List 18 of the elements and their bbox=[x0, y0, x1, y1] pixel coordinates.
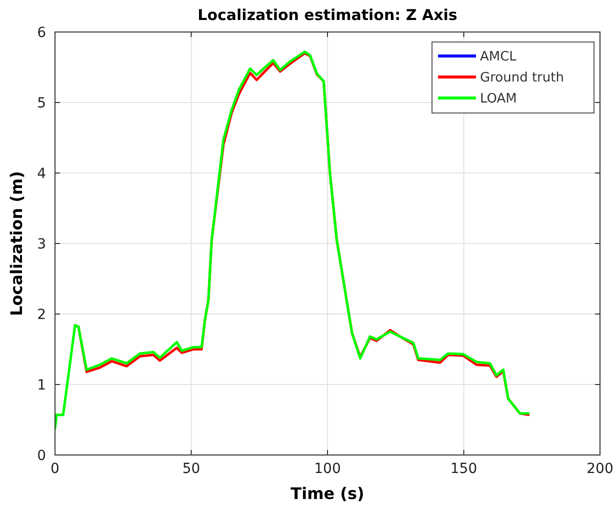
y-tick-label: 2 bbox=[37, 306, 46, 323]
x-tick-label: 50 bbox=[182, 461, 200, 477]
y-tick-label: 1 bbox=[37, 377, 46, 394]
legend-label: AMCL bbox=[480, 50, 518, 65]
legend-label: Ground truth bbox=[480, 70, 564, 86]
x-tick-label: 200 bbox=[586, 461, 614, 477]
y-tick-label: 0 bbox=[37, 448, 46, 464]
y-tick-label: 4 bbox=[37, 166, 46, 182]
x-axis-title: Time (s) bbox=[290, 484, 364, 503]
y-tick-label: 3 bbox=[37, 236, 46, 252]
y-tick-label: 6 bbox=[37, 24, 46, 41]
y-axis-title: Localization (m) bbox=[7, 171, 26, 316]
chart-title: Localization estimation: Z Axis bbox=[198, 6, 458, 24]
y-tick-label: 5 bbox=[37, 95, 46, 112]
x-tick-label: 100 bbox=[314, 461, 341, 477]
legend-label: LOAM bbox=[480, 92, 517, 107]
x-tick-label: 0 bbox=[50, 461, 60, 477]
x-tick-label: 150 bbox=[450, 461, 478, 477]
